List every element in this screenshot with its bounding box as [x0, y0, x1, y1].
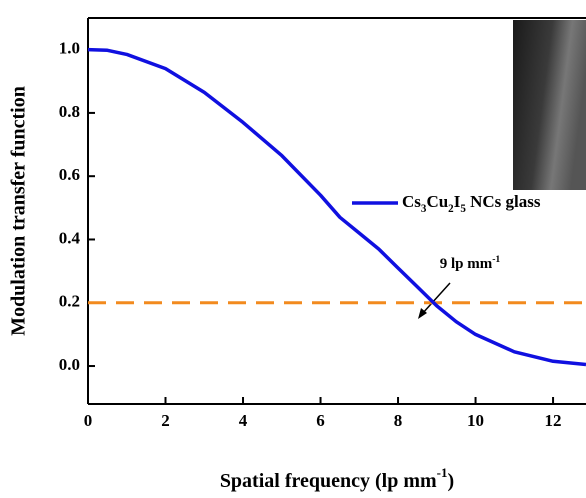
arrow-head: [418, 308, 427, 319]
x-tick-label: 8: [394, 411, 403, 430]
x-tick-label: 0: [84, 411, 93, 430]
x-tick-label: 12: [545, 411, 562, 430]
series-line: [87, 47, 586, 367]
annotation: 9 lp mm-1: [440, 254, 501, 273]
x-tick-label: 4: [239, 411, 248, 430]
x-tick-label: 6: [316, 411, 325, 430]
y-tick-label: 0.8: [59, 102, 80, 121]
x-axis-label: Spatial frequency (lp mm-1): [220, 465, 454, 491]
inset-image: [513, 20, 586, 190]
y-tick-label: 0.6: [59, 165, 80, 184]
annotation-arrow: [421, 282, 451, 315]
x-tick-label: 10: [467, 411, 484, 430]
x-tick-label: 2: [161, 411, 170, 430]
y-tick-label: 0.2: [59, 292, 80, 311]
y-tick-label: 0.0: [59, 355, 80, 374]
legend-label: Cs3Cu2I5 NCs glass: [402, 192, 541, 215]
y-tick-label: 0.4: [59, 228, 81, 247]
y-tick-label: 1.0: [59, 39, 80, 58]
y-axis-label: Modulation transfer function: [8, 86, 30, 336]
